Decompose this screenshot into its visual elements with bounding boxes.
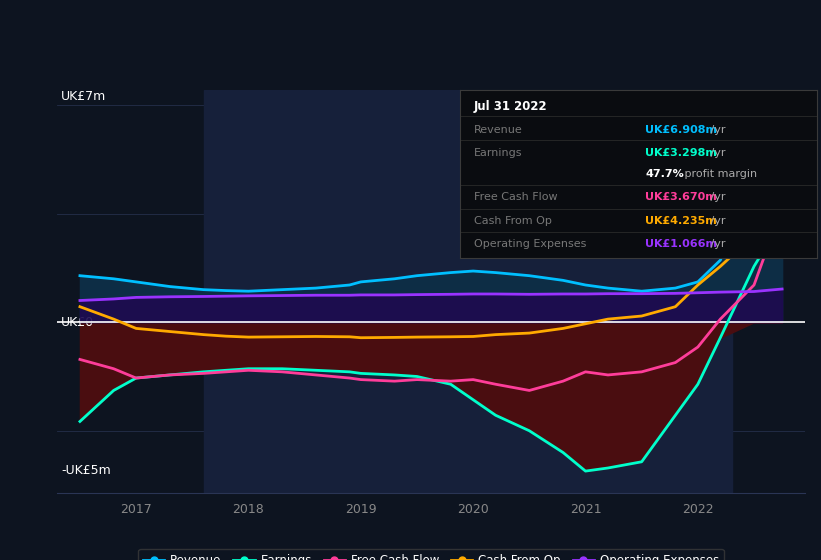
Text: Cash From Op: Cash From Op [474, 216, 552, 226]
Text: Free Cash Flow: Free Cash Flow [474, 192, 557, 202]
Text: 47.7%: 47.7% [645, 169, 684, 179]
Text: UK£7m: UK£7m [62, 90, 107, 102]
Text: UK£3.298m: UK£3.298m [645, 148, 718, 158]
Text: /yr: /yr [707, 239, 726, 249]
Text: Jul 31 2022: Jul 31 2022 [474, 100, 548, 113]
Text: UK£0: UK£0 [62, 316, 94, 329]
Text: Revenue: Revenue [474, 125, 523, 135]
Text: -UK£5m: -UK£5m [62, 464, 111, 477]
Text: Operating Expenses: Operating Expenses [474, 239, 586, 249]
Text: UK£6.908m: UK£6.908m [645, 125, 718, 135]
Text: /yr: /yr [707, 216, 726, 226]
Text: UK£1.066m: UK£1.066m [645, 239, 718, 249]
Legend: Revenue, Earnings, Free Cash Flow, Cash From Op, Operating Expenses: Revenue, Earnings, Free Cash Flow, Cash … [139, 549, 723, 560]
Text: profit margin: profit margin [681, 169, 757, 179]
Text: /yr: /yr [707, 192, 726, 202]
Text: UK£4.235m: UK£4.235m [645, 216, 718, 226]
Text: UK£3.670m: UK£3.670m [645, 192, 718, 202]
Text: Earnings: Earnings [474, 148, 522, 158]
Bar [204, 90, 732, 493]
Text: /yr: /yr [707, 148, 726, 158]
Text: /yr: /yr [707, 125, 726, 135]
